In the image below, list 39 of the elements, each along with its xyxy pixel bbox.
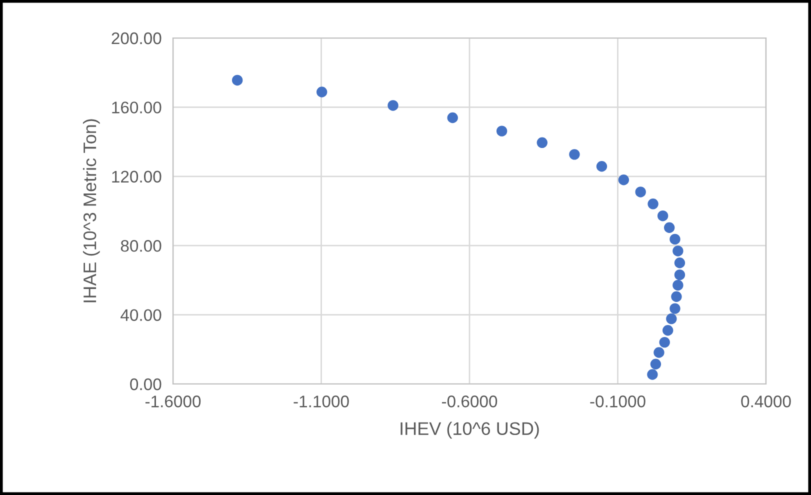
point [316, 86, 328, 98]
point [664, 222, 675, 233]
x-tick-label: -0.6000 [442, 396, 498, 408]
y-tick-label: 120.00 [112, 170, 162, 183]
y-tick-label: 80.00 [120, 240, 162, 252]
point [670, 303, 680, 314]
point [659, 336, 670, 348]
x-tick-label: -0.1000 [590, 396, 646, 408]
x-tick-label: -1.1000 [294, 396, 349, 408]
y-tick-label: 200.00 [112, 32, 162, 44]
point [647, 369, 658, 380]
point [596, 161, 608, 172]
point [672, 246, 684, 256]
point [447, 112, 458, 124]
point [496, 126, 508, 136]
point [671, 291, 682, 302]
point [232, 74, 243, 86]
x-tick-label: -1.6000 [145, 396, 201, 408]
point [662, 325, 674, 336]
point [670, 234, 680, 245]
y-tick-label: 40.00 [120, 309, 162, 322]
point [536, 137, 548, 148]
x-axis-title: IHEV (10^6 USD) [400, 422, 539, 439]
point [666, 313, 677, 324]
y-tick-label: 160.00 [112, 102, 162, 114]
point [388, 100, 398, 111]
point [674, 269, 686, 280]
point [657, 210, 668, 222]
point [654, 347, 664, 358]
y-axis-title: IHAE (10^3 Metric Ton) [82, 119, 100, 302]
point [618, 174, 630, 186]
point [674, 258, 686, 268]
point [569, 149, 580, 160]
point [672, 280, 684, 291]
point [650, 358, 662, 370]
point [648, 198, 658, 210]
point [635, 186, 646, 198]
y-tick-label: 0.00 [130, 378, 162, 390]
x-tick-label: 0.4000 [741, 396, 791, 408]
